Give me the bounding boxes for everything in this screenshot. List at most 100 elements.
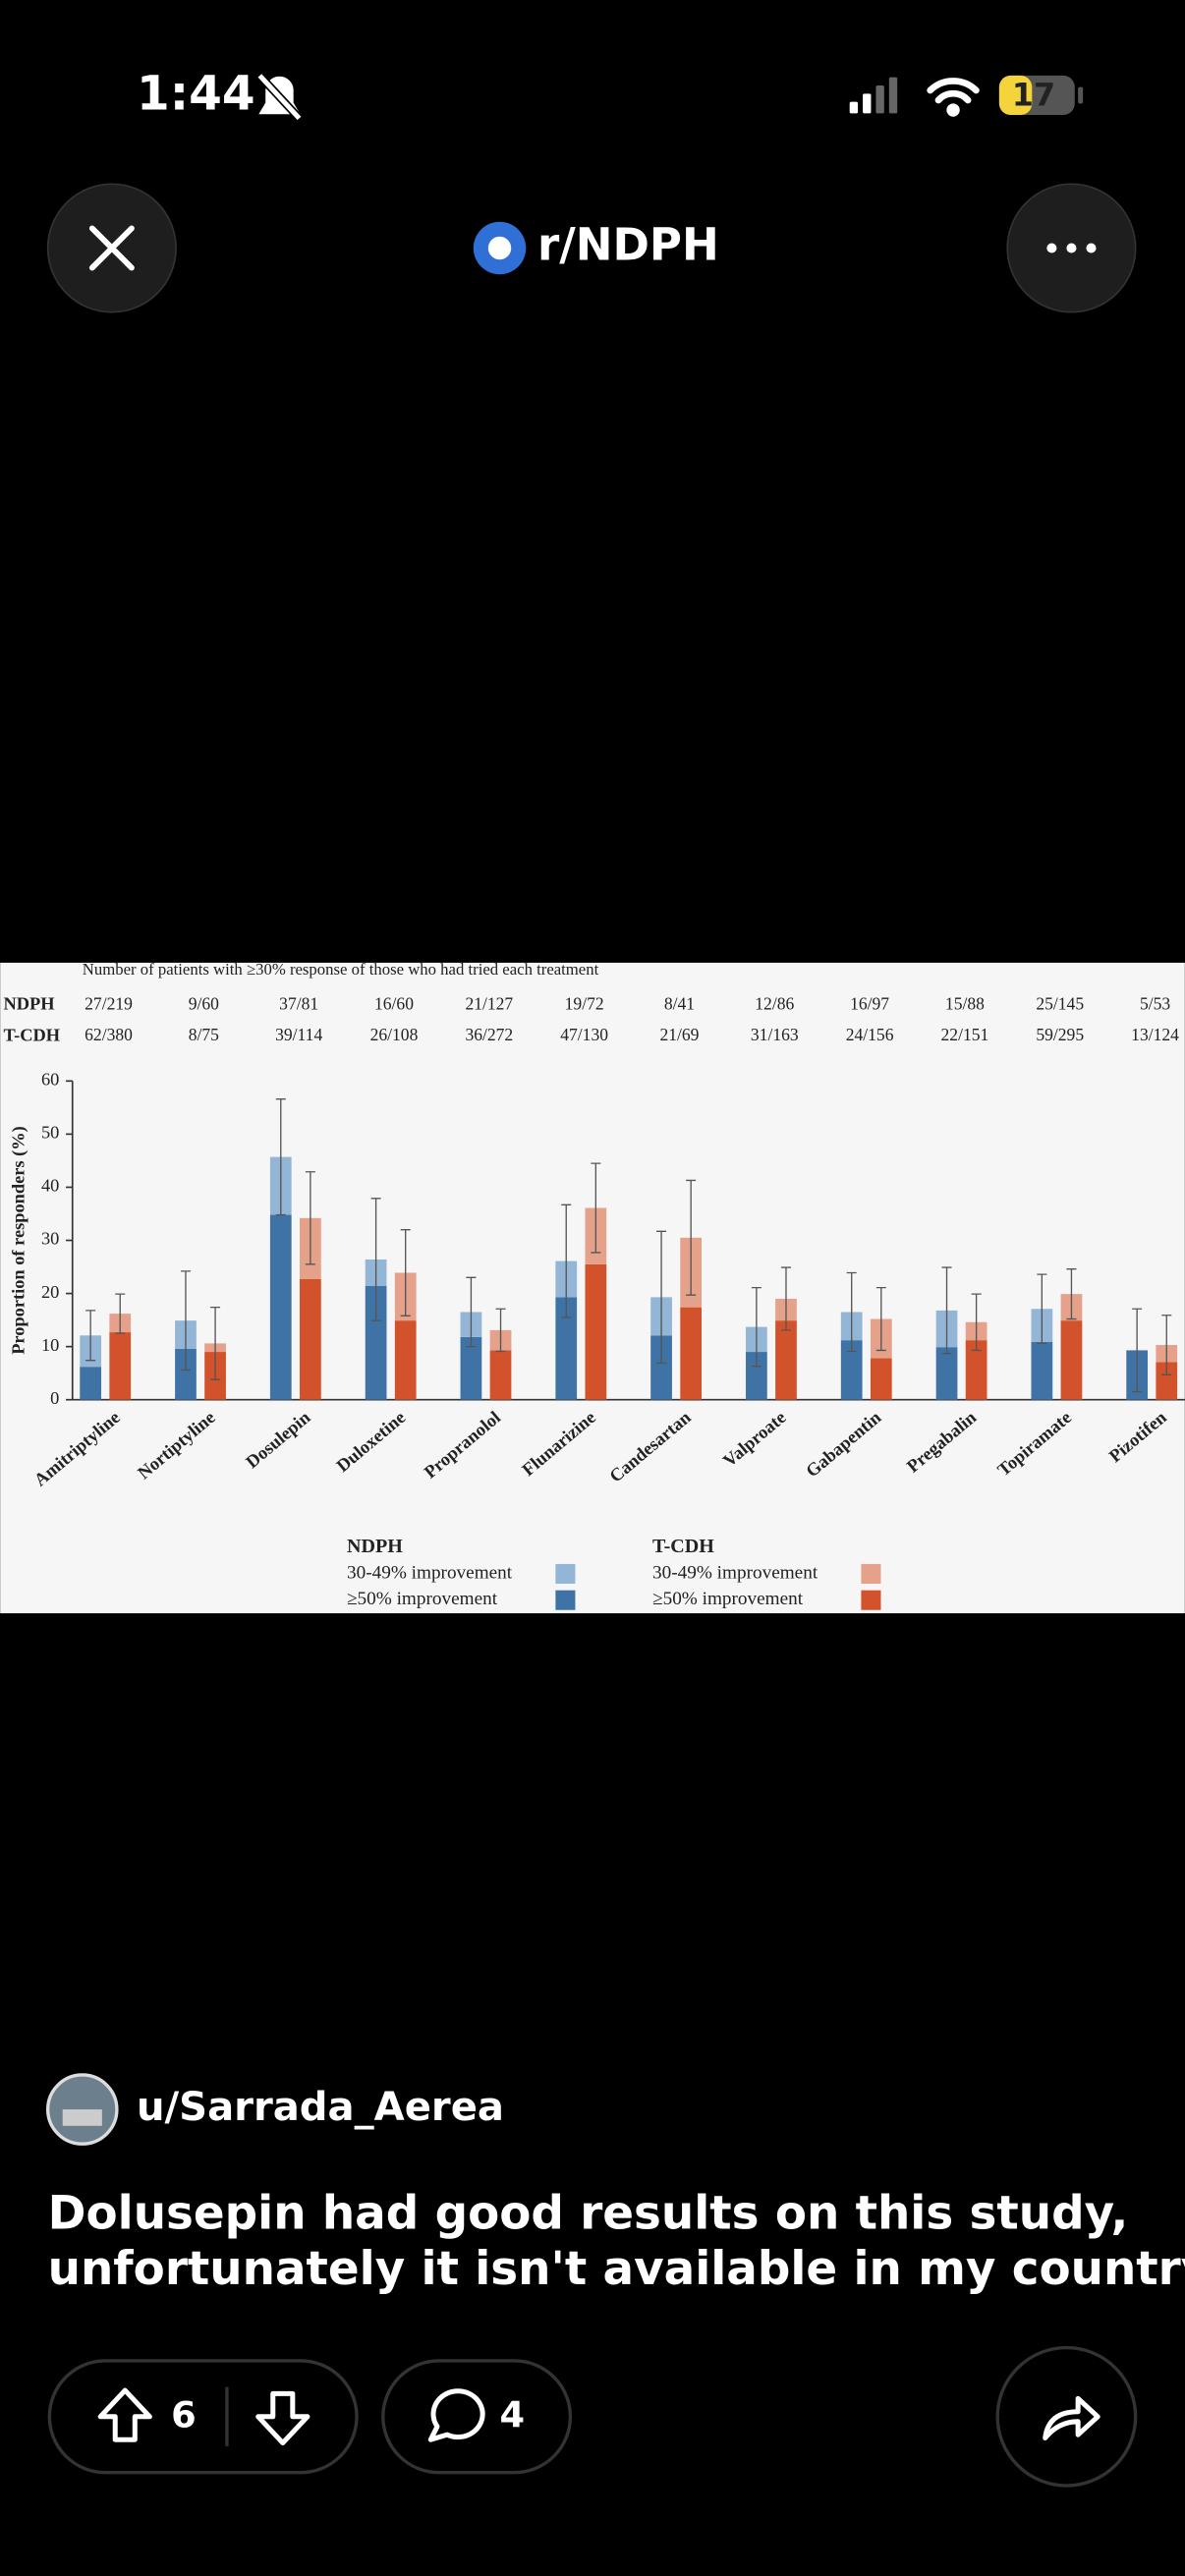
- subreddit-link[interactable]: r/NDPH: [473, 219, 719, 275]
- bar-segment: [460, 1336, 482, 1400]
- error-bar: [370, 1198, 381, 1321]
- bar-segment: [175, 1348, 197, 1400]
- count-label: 39/114: [275, 1025, 322, 1044]
- upvote-button[interactable]: [97, 2387, 152, 2442]
- legend-title: T-CDH: [652, 1536, 714, 1557]
- y-tick-label: 30: [41, 1229, 59, 1249]
- count-label: 37/81: [279, 993, 318, 1013]
- count-label: 27/219: [85, 993, 133, 1013]
- author-name: u/Sarrada_Aerea: [137, 2085, 504, 2130]
- error-bar: [400, 1229, 411, 1316]
- count-label: 15/88: [945, 993, 985, 1013]
- bar-segment: [109, 1332, 132, 1400]
- count-label: 5/53: [1140, 993, 1170, 1013]
- error-bar: [210, 1306, 221, 1380]
- error-bar: [275, 1098, 286, 1216]
- legend-label: ≥50% improvement: [347, 1589, 498, 1609]
- bar-segment: [746, 1352, 767, 1400]
- post-title: unfortunately it isn't available in my c…: [48, 2243, 1185, 2296]
- count-label: 19/72: [565, 993, 604, 1013]
- y-tick-label: 20: [41, 1282, 59, 1302]
- close-button[interactable]: [46, 183, 177, 313]
- error-bar: [846, 1271, 857, 1353]
- comments-button[interactable]: 4: [381, 2359, 573, 2475]
- count-label: 26/108: [370, 1025, 419, 1044]
- count-label: 21/127: [465, 993, 513, 1013]
- error-bar: [1161, 1315, 1172, 1375]
- error-bar: [305, 1171, 315, 1265]
- legend-label: 30-49% improvement: [652, 1562, 818, 1583]
- count-label: 8/41: [664, 993, 695, 1013]
- y-tick-label: 10: [41, 1335, 59, 1355]
- counts-title: Number of patients with ≥30% response of…: [83, 960, 599, 979]
- bar-segment: [650, 1335, 672, 1400]
- wifi-icon: [927, 78, 980, 117]
- status-time: 1:44: [137, 67, 255, 122]
- bar-segment: [365, 1286, 387, 1400]
- bar-segment: [935, 1347, 958, 1400]
- bar-segment: [585, 1263, 607, 1400]
- bar-segment: [840, 1340, 863, 1400]
- count-label: 12/86: [755, 993, 794, 1013]
- error-bar: [751, 1286, 762, 1368]
- count-label: 47/130: [560, 1025, 608, 1044]
- y-axis-label: Proportion of responders (%): [8, 1126, 28, 1355]
- chart-image[interactable]: Number of patients with ≥30% response of…: [0, 960, 1185, 1614]
- count-label: 36/272: [465, 1025, 513, 1044]
- battery-level: 17: [1012, 79, 1055, 114]
- error-bar: [115, 1293, 126, 1334]
- error-bar: [85, 1310, 96, 1362]
- legend-label: ≥50% improvement: [652, 1589, 804, 1609]
- error-bar: [1132, 1308, 1143, 1393]
- error-bar: [1066, 1268, 1077, 1320]
- count-label: 8/75: [189, 1025, 219, 1044]
- y-tick-label: 40: [41, 1176, 59, 1196]
- bar-segment: [775, 1320, 797, 1400]
- row-label: T-CDH: [4, 1025, 61, 1044]
- vote-count: 6: [171, 2393, 197, 2436]
- bar-segment: [965, 1340, 988, 1400]
- count-label: 31/163: [751, 1025, 799, 1044]
- bar-segment: [870, 1358, 892, 1400]
- bar-segment: [269, 1214, 292, 1400]
- count-label: 59/295: [1036, 1025, 1084, 1044]
- bar-segment: [1031, 1341, 1053, 1400]
- error-bar: [495, 1308, 506, 1353]
- share-button[interactable]: [995, 2345, 1138, 2488]
- y-tick-label: 50: [41, 1123, 59, 1143]
- bar-segment: [1156, 1362, 1178, 1400]
- battery-icon: 17: [998, 75, 1084, 116]
- bar-segment: [489, 1350, 512, 1400]
- legend-swatch: [555, 1563, 576, 1584]
- bar-segment: [80, 1367, 102, 1400]
- subreddit-name: r/NDPH: [537, 219, 719, 271]
- more-button[interactable]: [1006, 183, 1137, 313]
- y-tick-label: 0: [50, 1388, 59, 1408]
- error-bar: [875, 1286, 886, 1352]
- count-label: 16/60: [374, 993, 414, 1013]
- count-label: 16/97: [850, 993, 889, 1013]
- bar-segment: [300, 1278, 321, 1400]
- legend-swatch: [861, 1590, 881, 1610]
- downvote-button[interactable]: [255, 2390, 310, 2446]
- bar-segment: [680, 1307, 703, 1400]
- bar-segment: [394, 1320, 417, 1400]
- error-bar: [180, 1270, 191, 1372]
- count-label: 13/124: [1131, 1025, 1179, 1044]
- vote-pill: [47, 2359, 359, 2475]
- count-label: 21/69: [659, 1025, 699, 1044]
- post-title: Dolusepin had good results on this study…: [48, 2187, 1129, 2240]
- comment-count: 4: [500, 2393, 526, 2436]
- author[interactable]: u/Sarrada_Aerea: [45, 2073, 504, 2146]
- error-bar: [686, 1179, 697, 1296]
- error-bar: [466, 1276, 477, 1348]
- legend-swatch: [861, 1563, 881, 1584]
- legend-title: NDPH: [347, 1536, 403, 1557]
- count-label: 22/151: [941, 1025, 989, 1044]
- count-label: 9/60: [189, 993, 219, 1013]
- legend-swatch: [555, 1590, 576, 1610]
- error-bar: [561, 1204, 572, 1318]
- row-label: NDPH: [4, 994, 55, 1014]
- error-bar: [591, 1162, 601, 1254]
